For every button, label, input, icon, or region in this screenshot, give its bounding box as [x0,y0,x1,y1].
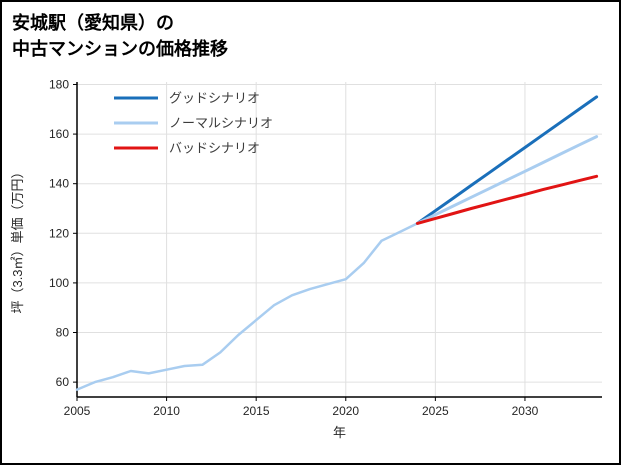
legend-label-bad: バッドシナリオ [169,141,260,156]
chart-title: 安城駅（愛知県）の 中古マンションの価格推移 [12,10,228,62]
series-normal-line [415,135,599,225]
x-tick-label: 2020 [332,404,359,418]
y-tick-label: 180 [49,77,69,91]
x-tick-label: 2010 [153,404,180,418]
y-tick-label: 100 [49,276,69,290]
price-trend-chart: 2005 2010 2015 2020 2025 2030 60 80 100 120 140 160… [10,77,602,440]
x-tick-label: 2015 [243,404,270,418]
chart-title-line2: 中古マンションの価格推移 [12,39,228,60]
y-tick-label: 160 [49,127,69,141]
chart-title-line1: 安城駅（愛知県）の [12,13,174,33]
y-tick-label: 60 [56,375,70,389]
legend-label-normal: ノーマルシナリオ [169,116,273,131]
x-tick-label: 2030 [512,404,539,418]
y-axis-label: 坪（3.3㎡）単価（万円） [10,165,25,313]
y-tick-label: 80 [56,326,70,340]
y-tick-label: 120 [49,226,69,240]
series-bad-line [415,174,599,225]
x-tick-label: 2005 [64,404,91,418]
legend-label-good: グッドシナリオ [169,91,260,106]
x-axis-label: 年 [333,425,346,440]
series-good-line [415,95,599,225]
y-tick-label: 140 [49,177,69,191]
x-tick-label: 2025 [422,404,449,418]
series-history-line [75,222,419,391]
